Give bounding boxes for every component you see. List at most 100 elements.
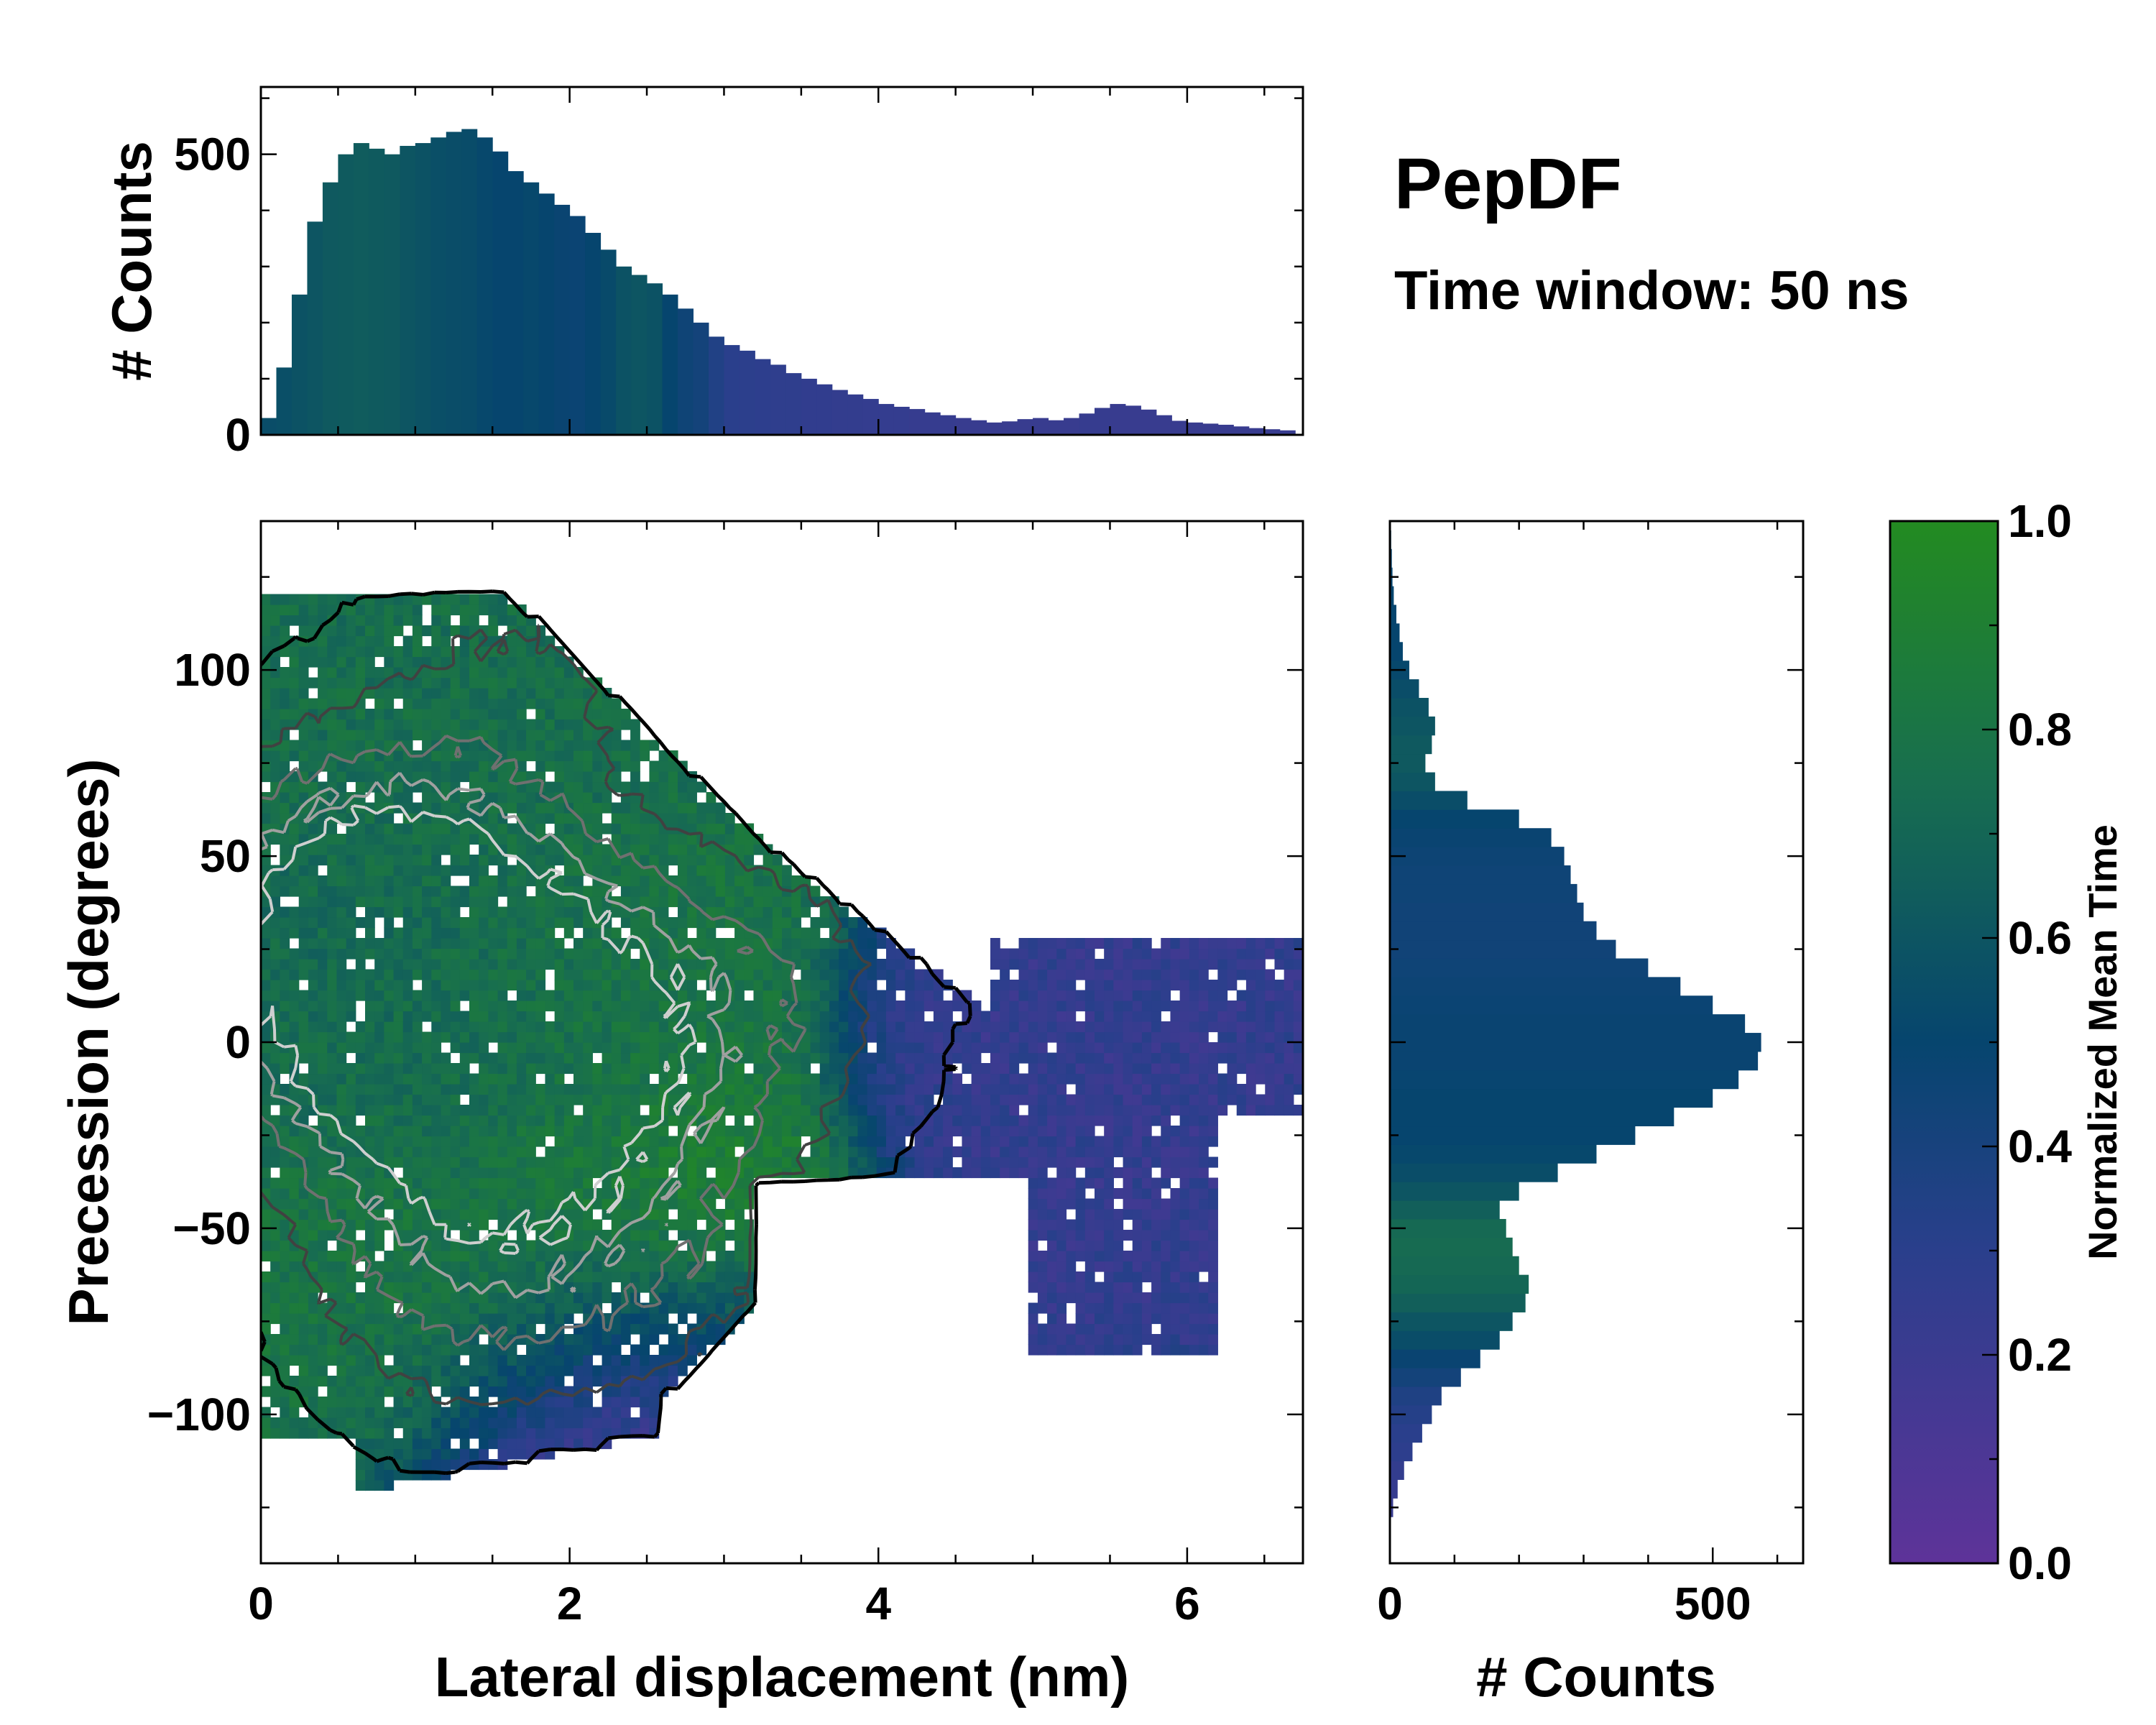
top-histogram-bars — [261, 129, 1296, 436]
heatmap-cell — [497, 1188, 508, 1200]
heatmap-cell — [857, 980, 868, 991]
heatmap-cell — [1132, 938, 1143, 949]
heatmap-cell — [280, 1271, 290, 1283]
heatmap-cell — [990, 1156, 1000, 1168]
heatmap-cell — [402, 792, 413, 804]
heatmap-cell — [318, 1230, 328, 1241]
heatmap-cell — [327, 834, 338, 845]
heatmap-cell — [962, 1115, 972, 1126]
heatmap-cell — [469, 1292, 479, 1304]
heatmap-cell — [365, 1397, 375, 1408]
heatmap-cell — [479, 667, 489, 678]
heatmap-cell — [668, 1198, 678, 1210]
heatmap-cell — [715, 802, 726, 814]
heatmap-cell — [289, 1198, 300, 1210]
heatmap-cell — [488, 1136, 499, 1147]
heatmap-cell — [393, 646, 404, 658]
heatmap-cell — [1047, 980, 1057, 991]
heatmap-cell — [431, 823, 442, 834]
heatmap-cell — [280, 834, 290, 845]
heatmap-cell — [384, 896, 395, 908]
heatmap-cell — [971, 1042, 982, 1054]
heatmap-cell — [355, 990, 366, 1001]
heatmap-cell — [535, 927, 546, 939]
heatmap-cell — [298, 1105, 309, 1116]
heatmap-cell — [441, 1011, 451, 1022]
heatmap-cell — [402, 906, 413, 918]
heatmap-cell — [365, 1000, 375, 1012]
heatmap-cell — [355, 1313, 366, 1325]
heatmap-cell — [990, 1136, 1000, 1147]
heatmap-cell — [592, 760, 603, 772]
heatmap-cell — [914, 1094, 925, 1105]
heatmap-cell — [280, 594, 290, 605]
heatmap-cell — [573, 1167, 584, 1179]
heatmap-cell — [772, 906, 783, 918]
heatmap-cell — [365, 1469, 375, 1481]
heatmap-cell — [829, 959, 839, 970]
heatmap-cell — [393, 1156, 404, 1168]
heatmap-cell — [336, 969, 347, 980]
heatmap-cell — [545, 740, 556, 751]
heatmap-cell — [422, 709, 432, 720]
heatmap-cell — [365, 834, 375, 845]
heatmap-cell — [678, 938, 688, 949]
heatmap-cell — [280, 1251, 290, 1262]
heatmap-cell — [1113, 1115, 1124, 1126]
heatmap-cell — [1047, 1323, 1057, 1335]
heatmap-cell — [554, 1417, 565, 1429]
heatmap-cell — [1000, 1011, 1010, 1022]
heatmap-cell — [1123, 1042, 1133, 1054]
heatmap-cell — [270, 1334, 280, 1346]
heatmap-cell — [402, 844, 413, 855]
heatmap-cell — [308, 855, 318, 866]
heatmap-cell — [611, 740, 622, 751]
heatmap-cell — [1123, 1282, 1133, 1293]
heatmap-cell — [753, 1063, 764, 1075]
heatmap-cell — [459, 1167, 470, 1179]
heatmap-cell — [412, 865, 423, 876]
heatmap-cell — [336, 709, 347, 720]
heatmap-cell — [876, 1052, 887, 1064]
heatmap-cell — [402, 927, 413, 939]
heatmap-cell — [583, 1126, 593, 1137]
heatmap-cell — [308, 1323, 318, 1335]
heatmap-cell — [365, 635, 375, 647]
heatmap-cell — [393, 1000, 404, 1012]
heatmap-cell — [308, 886, 318, 897]
heatmap-cell — [1132, 1282, 1143, 1293]
heatmap-cell — [488, 1021, 499, 1033]
heatmap-cell — [1132, 1271, 1143, 1283]
heatmap-cell — [810, 938, 821, 949]
heatmap-cell — [602, 1344, 612, 1356]
top-histogram-bar — [1187, 422, 1203, 435]
heatmap-cell — [583, 1105, 593, 1116]
heatmap-cell — [374, 1417, 384, 1429]
heatmap-cell — [526, 625, 536, 637]
heatmap-cell — [384, 980, 395, 991]
heatmap-cell — [393, 1219, 404, 1230]
heatmap-cell — [620, 1167, 631, 1179]
heatmap-cell — [933, 1042, 944, 1054]
heatmap-cell — [573, 1365, 584, 1376]
heatmap-cell — [526, 1386, 536, 1397]
heatmap-cell — [971, 1167, 982, 1179]
heatmap-cell — [497, 1376, 508, 1387]
heatmap-cell — [1084, 1230, 1095, 1241]
heatmap-cell — [261, 980, 271, 991]
heatmap-cell — [848, 1094, 859, 1105]
heatmap-cell — [1047, 1334, 1057, 1346]
heatmap-cell — [990, 959, 1000, 970]
heatmap-cell — [422, 625, 432, 637]
heatmap-cell — [412, 875, 423, 887]
heatmap-cell — [706, 1021, 717, 1033]
heatmap-cell — [280, 1021, 290, 1033]
heatmap-cell — [592, 1407, 603, 1418]
heatmap-cell — [706, 886, 717, 897]
heatmap-cell — [402, 1156, 413, 1168]
heatmap-cell — [459, 1177, 470, 1189]
heatmap-cell — [441, 1167, 451, 1179]
heatmap-cell — [402, 959, 413, 970]
heatmap-cell — [488, 1177, 499, 1189]
heatmap-cell — [374, 1209, 384, 1220]
